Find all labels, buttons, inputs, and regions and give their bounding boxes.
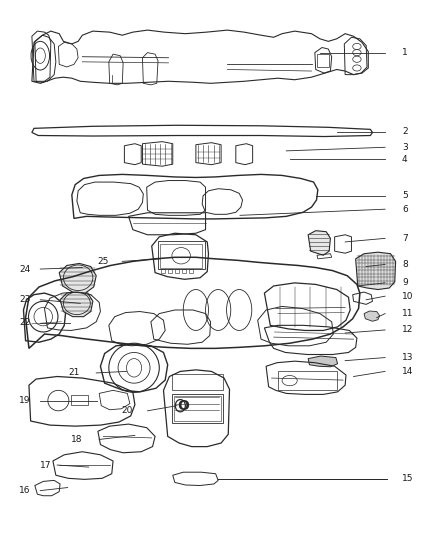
Bar: [172, 374, 223, 390]
Text: 24: 24: [19, 264, 31, 273]
Text: 22: 22: [19, 318, 31, 327]
Polygon shape: [308, 231, 330, 255]
Text: 20: 20: [121, 406, 133, 415]
Bar: [158, 241, 205, 269]
Bar: [317, 54, 329, 67]
Text: O: O: [177, 399, 189, 413]
Polygon shape: [308, 356, 338, 367]
Bar: [71, 395, 88, 405]
Text: 23: 23: [19, 295, 31, 304]
Text: 12: 12: [402, 326, 413, 334]
Text: 9: 9: [402, 278, 408, 287]
Text: 11: 11: [402, 309, 413, 318]
Text: 3: 3: [402, 143, 408, 152]
Text: 4: 4: [402, 155, 407, 164]
Text: 15: 15: [402, 474, 413, 483]
Text: 6: 6: [402, 205, 408, 214]
Text: 7: 7: [402, 234, 408, 243]
Text: 21: 21: [68, 368, 79, 377]
Text: 1: 1: [402, 48, 408, 57]
Text: 13: 13: [402, 353, 413, 362]
Text: 18: 18: [71, 435, 82, 444]
Text: 14: 14: [402, 367, 413, 376]
Text: 19: 19: [19, 396, 31, 405]
Text: 25: 25: [98, 257, 109, 266]
Polygon shape: [364, 311, 380, 321]
Text: 17: 17: [40, 461, 52, 470]
Polygon shape: [356, 252, 396, 289]
Bar: [173, 397, 221, 421]
Polygon shape: [59, 263, 96, 293]
Text: 5: 5: [402, 191, 408, 200]
Bar: [172, 394, 223, 423]
Text: 8: 8: [402, 260, 408, 269]
Text: 16: 16: [19, 486, 31, 495]
Polygon shape: [60, 291, 93, 317]
Bar: [278, 371, 337, 390]
Text: 10: 10: [402, 292, 413, 301]
Bar: [160, 244, 202, 268]
Text: 2: 2: [402, 127, 407, 136]
